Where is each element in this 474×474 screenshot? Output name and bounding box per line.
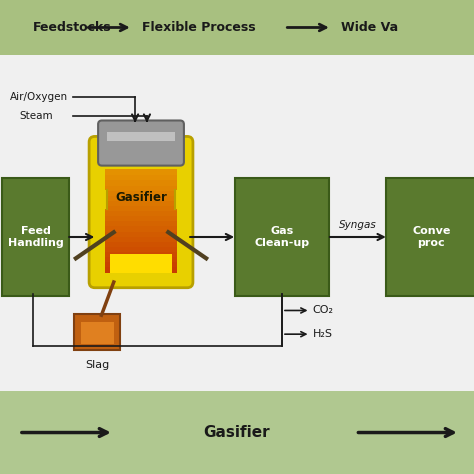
- Bar: [105, 231, 177, 237]
- FancyBboxPatch shape: [98, 120, 184, 165]
- Text: Feed
Handling: Feed Handling: [8, 226, 64, 248]
- Bar: [105, 256, 177, 262]
- FancyBboxPatch shape: [95, 190, 107, 209]
- Bar: [105, 236, 177, 242]
- Text: Feedstocks: Feedstocks: [33, 21, 112, 34]
- Bar: [105, 246, 177, 252]
- Bar: [0, 0, 474, 55]
- Text: Syngas: Syngas: [339, 220, 377, 230]
- Text: Steam: Steam: [19, 111, 53, 121]
- Bar: [105, 241, 177, 247]
- Text: Gasifier: Gasifier: [115, 191, 167, 204]
- Bar: [105, 190, 177, 196]
- Bar: [105, 205, 177, 211]
- Text: H₂S: H₂S: [313, 329, 333, 339]
- Text: Conve
proc: Conve proc: [412, 226, 450, 248]
- Bar: [105, 210, 177, 216]
- FancyBboxPatch shape: [175, 190, 187, 209]
- Bar: [110, 254, 172, 273]
- Bar: [105, 169, 177, 175]
- Text: Gasifier: Gasifier: [204, 425, 270, 440]
- Bar: [105, 180, 177, 185]
- Bar: [107, 132, 175, 141]
- FancyBboxPatch shape: [74, 314, 120, 350]
- Bar: [105, 266, 177, 273]
- Text: Wide Va: Wide Va: [341, 21, 399, 34]
- Bar: [105, 184, 177, 191]
- Text: Slag: Slag: [85, 360, 109, 370]
- Bar: [0, 391, 474, 474]
- Bar: [105, 200, 177, 206]
- Bar: [105, 251, 177, 257]
- Text: CO₂: CO₂: [313, 305, 334, 316]
- Text: Flexible Process: Flexible Process: [142, 21, 256, 34]
- Bar: [105, 220, 177, 227]
- Text: Gas
Clean-up: Gas Clean-up: [255, 226, 310, 248]
- FancyBboxPatch shape: [2, 178, 69, 296]
- Bar: [105, 226, 177, 232]
- Bar: [105, 195, 177, 201]
- Bar: [105, 261, 177, 267]
- Bar: [81, 322, 114, 344]
- FancyBboxPatch shape: [386, 178, 474, 296]
- Bar: [105, 174, 177, 181]
- FancyBboxPatch shape: [89, 137, 193, 288]
- Text: Air/Oxygen: Air/Oxygen: [9, 92, 68, 102]
- FancyBboxPatch shape: [235, 178, 329, 296]
- Bar: [105, 215, 177, 221]
